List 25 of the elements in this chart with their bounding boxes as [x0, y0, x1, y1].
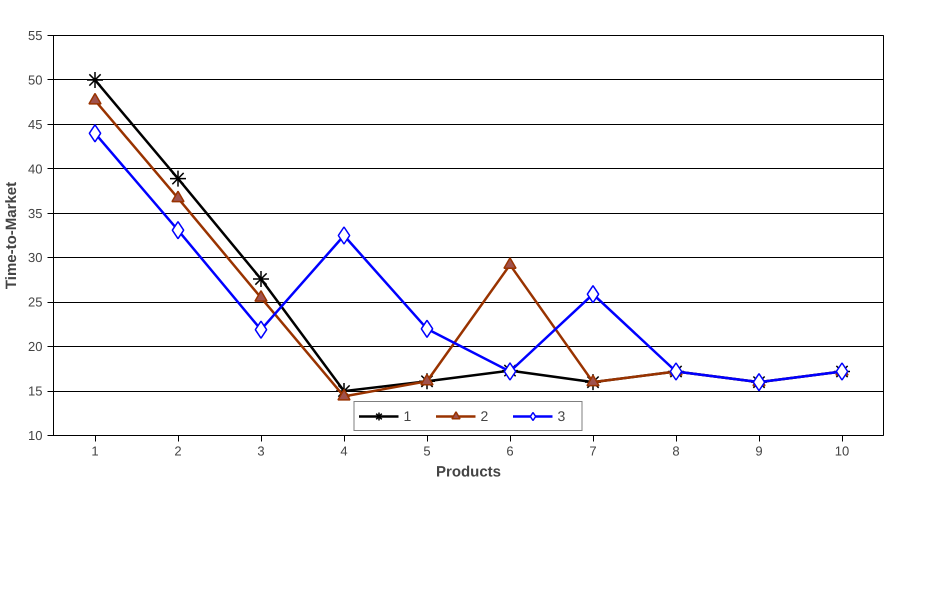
y-tick-label: 55: [28, 28, 43, 43]
y-tick-label: 10: [28, 428, 43, 443]
x-tick-label: 9: [755, 444, 763, 458]
y-axis-title: Time-to-Market: [3, 182, 20, 290]
x-tick-label: 4: [340, 444, 348, 458]
x-tick-label: 5: [423, 444, 431, 458]
x-tick-label: 6: [506, 444, 514, 458]
legend-label: 2: [480, 408, 490, 424]
x-tick-label: 3: [257, 444, 265, 458]
y-tick-label: 40: [28, 161, 43, 176]
x-tick-label: 1: [91, 444, 99, 458]
y-tick-label: 35: [28, 206, 43, 221]
y-tick-label: 15: [28, 384, 43, 399]
y-tick-label: 20: [28, 339, 43, 354]
x-tick-label: 2: [174, 444, 182, 458]
x-tick-label: 10: [834, 444, 850, 458]
y-tick-label: 30: [28, 250, 43, 266]
y-tick-label: 50: [28, 72, 43, 88]
x-axis-title: Products: [436, 464, 502, 480]
legend-label: 3: [558, 408, 566, 424]
x-tick-label: 8: [672, 444, 680, 458]
x-tick-label: 7: [589, 444, 597, 458]
y-tick-label: 45: [28, 116, 43, 132]
y-tick-label: 25: [28, 294, 43, 310]
legend-label: 1: [404, 408, 412, 424]
